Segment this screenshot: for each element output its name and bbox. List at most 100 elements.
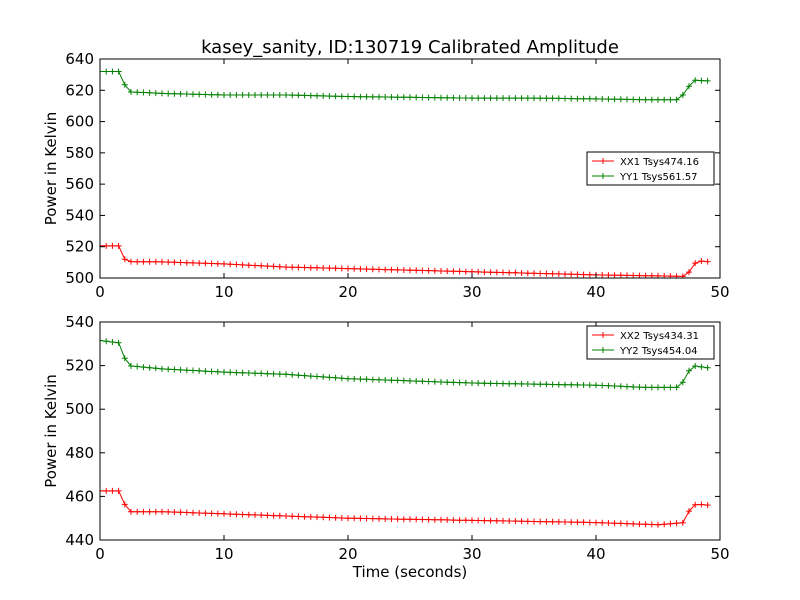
data-point [103, 338, 110, 345]
data-point [252, 511, 258, 518]
data-point [543, 518, 550, 525]
data-point [351, 93, 358, 100]
data-point [140, 364, 147, 371]
data-point [425, 94, 432, 101]
data-point [413, 267, 420, 274]
data-point [109, 68, 116, 75]
data-point [537, 381, 544, 388]
data-point [425, 267, 432, 274]
data-point [605, 272, 612, 278]
data-point [593, 519, 599, 526]
data-point [704, 258, 711, 265]
data-point [264, 370, 271, 377]
data-point [326, 514, 333, 521]
data-point [165, 259, 172, 266]
data-point [100, 242, 103, 249]
data-point [382, 377, 389, 383]
data-point [617, 383, 624, 390]
data-point [456, 95, 463, 101]
data-point [642, 521, 649, 528]
x-axis-label: Time (seconds) [352, 563, 468, 581]
data-point [438, 516, 444, 523]
data-point [419, 267, 426, 274]
data-point [580, 95, 587, 102]
data-point [531, 518, 537, 525]
data-point [524, 270, 531, 277]
data-point [518, 380, 525, 387]
x-tick-label: 50 [710, 545, 729, 563]
y-tick-label: 540 [65, 313, 94, 331]
data-point [562, 95, 568, 102]
plot-frame [99, 321, 721, 541]
data-point [134, 89, 141, 96]
data-point [307, 264, 314, 271]
data-point [580, 519, 587, 526]
data-point [450, 379, 457, 386]
data-point [605, 520, 612, 526]
data-point [214, 91, 221, 98]
data-point [382, 94, 389, 100]
data-point [159, 90, 165, 97]
data-point [264, 512, 271, 519]
data-point [270, 263, 277, 270]
data-point [555, 95, 562, 102]
data-point [283, 371, 289, 378]
data-point [146, 89, 153, 96]
data-point [593, 382, 599, 389]
data-point [555, 518, 562, 525]
data-point [351, 515, 358, 522]
y-tick-label: 580 [65, 144, 94, 162]
data-point [388, 266, 395, 273]
data-point [357, 376, 364, 383]
data-point [307, 92, 314, 99]
data-point [183, 367, 190, 374]
data-point [413, 378, 420, 385]
data-point [121, 501, 128, 508]
data-point [276, 263, 283, 270]
data-point [686, 269, 692, 276]
data-point [469, 517, 475, 524]
data-point [295, 372, 302, 379]
data-point [407, 94, 413, 101]
data-point [301, 92, 308, 99]
data-point [500, 517, 506, 524]
x-tick-label: 40 [586, 545, 605, 563]
data-point [214, 510, 221, 517]
legend-marker [600, 347, 606, 353]
data-point [549, 381, 556, 388]
data-point [506, 518, 513, 524]
data-point [314, 514, 320, 521]
data-point [605, 96, 612, 103]
data-point [456, 517, 463, 524]
data-point [326, 374, 333, 381]
data-point [648, 384, 655, 391]
data-point [183, 509, 190, 516]
data-point [276, 371, 283, 378]
data-point [512, 95, 519, 102]
y-tick-label: 620 [65, 81, 94, 99]
data-point [500, 95, 506, 102]
data-point [208, 368, 215, 375]
data-point [345, 375, 351, 382]
data-point [258, 512, 265, 519]
data-point [586, 271, 593, 278]
data-point [462, 268, 469, 275]
data-point [369, 93, 376, 100]
data-point [146, 364, 153, 371]
data-point [543, 381, 550, 388]
data-point [518, 518, 525, 525]
data-point [388, 94, 395, 101]
data-point [388, 516, 395, 522]
data-point [593, 95, 599, 102]
data-point [338, 93, 345, 100]
data-point [419, 378, 426, 385]
data-point [177, 366, 184, 373]
data-point [338, 375, 345, 382]
data-point [115, 68, 122, 75]
y-tick-label: 500 [65, 400, 94, 418]
data-point [227, 511, 234, 518]
legend-label: YY1 Tsys561.57 [619, 172, 698, 183]
data-point [183, 259, 190, 266]
data-point [233, 369, 240, 376]
data-point [239, 369, 246, 376]
